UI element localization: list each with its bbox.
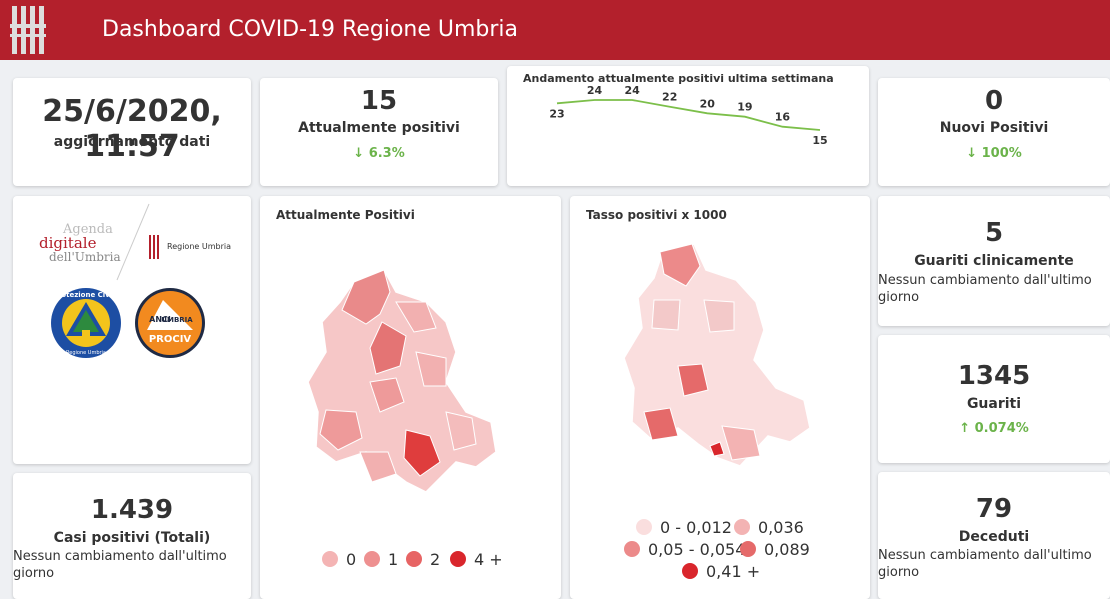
legend-label: 4 +	[474, 550, 503, 569]
guariti-clinicamente-card: 5 Guariti clinicamente Nessun cambiament…	[878, 196, 1110, 326]
delta-value: 100%	[981, 146, 1022, 161]
delta-value: 0.074%	[974, 421, 1029, 436]
regione-umbria-mark-icon	[149, 235, 159, 259]
app-header: Dashboard COVID-19 Regione Umbria	[0, 0, 1110, 60]
legend-swatch	[406, 551, 422, 567]
arrow-down-icon: ↓	[353, 146, 365, 161]
deceduti-label: Deceduti	[958, 529, 1030, 545]
legend-label: 0,036	[758, 518, 804, 537]
casi-positivi-label: Casi positivi (Totali)	[53, 530, 211, 546]
legend-label: 0,089	[764, 540, 810, 559]
data-label: 16	[775, 111, 791, 124]
series-line	[556, 99, 821, 131]
data-label: 15	[812, 134, 827, 147]
svg-text:PROCIV: PROCIV	[149, 334, 192, 345]
legend-item[interactable]: 0,036	[734, 518, 804, 537]
chart-title: Andamento attualmente positivi ultima se…	[523, 72, 834, 85]
attualmente-positivi-value: 15	[360, 86, 398, 116]
legend-swatch	[734, 519, 750, 535]
data-label: 20	[700, 97, 716, 110]
guariti-value: 1345	[957, 361, 1031, 391]
delta-value: 6.3%	[368, 146, 405, 161]
legend-swatch	[624, 541, 640, 557]
casi-positivi-card: 1.439 Casi positivi (Totali) Nessun camb…	[13, 473, 251, 599]
guariti-delta: ↑ 0.074%	[878, 421, 1110, 436]
regione-umbria-logo-icon	[10, 6, 46, 54]
legend-item[interactable]: 0	[322, 550, 356, 569]
data-label: 24	[587, 84, 603, 97]
legend-item[interactable]: 0 - 0,012	[636, 518, 732, 537]
agenda-digitale-logo[interactable]: Agenda digitale dell'Umbria	[39, 222, 121, 264]
arrow-down-icon: ↓	[966, 146, 978, 161]
data-label: 23	[549, 107, 564, 120]
update-label: aggiornamento dati	[53, 134, 211, 150]
legend-swatch	[364, 551, 380, 567]
guariti-clinicamente-note: Nessun cambiamento dall'ultimo giorno	[878, 273, 1092, 305]
trend-chart-card: Andamento attualmente positivi ultima se…	[507, 66, 869, 186]
nuovi-positivi-value: 0	[984, 86, 1004, 116]
nuovi-positivi-card: 0 Nuovi Positivi ↓ 100%	[878, 78, 1110, 186]
update-card: 25/6/2020, 11:57 aggiornamento dati	[13, 78, 251, 186]
attualmente-positivi-label: Attualmente positivi	[298, 120, 460, 136]
umbria-rate-choropleth-map[interactable]	[614, 240, 834, 480]
deceduti-card: 79 Deceduti Nessun cambiamento dall'ulti…	[878, 472, 1110, 599]
data-label: 22	[662, 91, 677, 104]
partner-logos-card: Agenda digitale dell'Umbria Regione Umbr…	[13, 196, 251, 464]
attualmente-positivi-delta: ↓ 6.3%	[260, 146, 498, 161]
divider-line	[116, 203, 150, 281]
page-title: Dashboard COVID-19 Regione Umbria	[102, 17, 519, 42]
deceduti-value: 79	[975, 494, 1013, 524]
map-tasso-positivi-card: Tasso positivi x 1000 0 - 0,012 0,036 0,05…	[570, 196, 870, 599]
legend-item[interactable]: 0,41 +	[682, 562, 760, 581]
trend-line-chart: Andamento attualmente positivi ultima se…	[523, 72, 834, 147]
legend-swatch	[450, 551, 466, 567]
map-title: Attualmente Positivi	[276, 208, 415, 222]
legend-swatch	[740, 541, 756, 557]
update-datetime: 25/6/2020, 11:57	[42, 94, 222, 164]
map-attualmente-positivi-card: Attualmente Positivi 0 1 2 4 +	[260, 196, 561, 599]
legend-swatch	[682, 563, 698, 579]
guariti-label: Guariti	[966, 396, 1022, 412]
guariti-clinicamente-value: 5	[984, 218, 1004, 248]
umbria-choropleth-map[interactable]	[296, 262, 526, 502]
legend-item[interactable]: 2	[406, 550, 440, 569]
guariti-card: 1345 Guariti ↑ 0.074%	[878, 335, 1110, 463]
legend-label: 0	[346, 550, 357, 569]
regione-umbria-small-logo[interactable]: Regione Umbria	[148, 234, 248, 264]
legend-label: 0 - 0,012	[660, 518, 732, 537]
svg-text:ANCI: ANCI	[149, 315, 171, 324]
protezione-civile-logo[interactable]: Protezione Civile Regione Umbria	[49, 286, 123, 360]
map-title: Tasso positivi x 1000	[586, 208, 727, 222]
legend-label: 1	[388, 550, 399, 569]
casi-positivi-value: 1.439	[90, 495, 174, 525]
guariti-clinicamente-label: Guariti clinicamente	[914, 253, 1074, 269]
legend-label: 0,05 - 0,054	[648, 540, 746, 559]
anci-umbria-prociv-logo[interactable]: ANCI UMBRIA PROCIV	[133, 286, 207, 360]
legend-swatch	[322, 551, 338, 567]
legend-swatch	[636, 519, 652, 535]
svg-text:Protezione Civile: Protezione Civile	[53, 291, 120, 299]
deceduti-note: Nessun cambiamento dall'ultimo giorno	[878, 548, 1092, 580]
arrow-up-icon: ↑	[959, 421, 971, 436]
legend-item[interactable]: 1	[364, 550, 398, 569]
legend-label: 2	[430, 550, 441, 569]
data-label: 19	[737, 101, 752, 114]
legend-item[interactable]: 0,05 - 0,054	[624, 540, 745, 559]
attualmente-positivi-card: 15 Attualmente positivi ↓ 6.3%	[260, 78, 498, 186]
nuovi-positivi-label: Nuovi Positivi	[939, 120, 1049, 136]
svg-text:Regione Umbria: Regione Umbria	[66, 350, 106, 356]
casi-positivi-note: Nessun cambiamento dall'ultimo giorno	[13, 549, 227, 581]
legend-label: 0,41 +	[706, 562, 761, 581]
nuovi-positivi-delta: ↓ 100%	[878, 146, 1110, 161]
legend-item[interactable]: 4 +	[450, 550, 503, 569]
data-label: 24	[624, 84, 640, 97]
legend-item[interactable]: 0,089	[740, 540, 810, 559]
svg-text:UMBRIA: UMBRIA	[161, 316, 193, 324]
